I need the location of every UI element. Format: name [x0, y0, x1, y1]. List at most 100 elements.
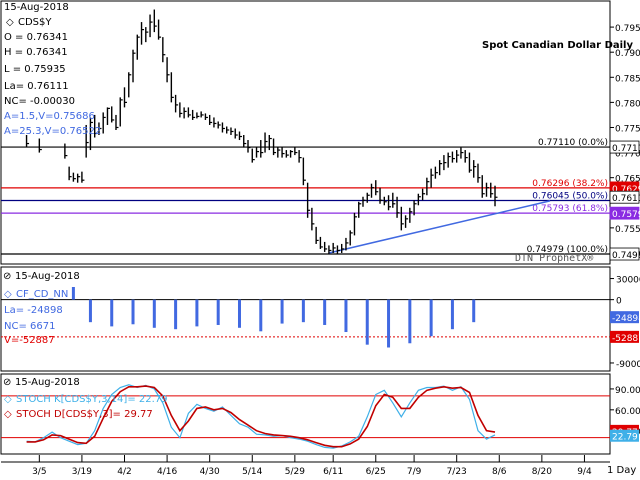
retracement-label: 0.75793 (61.8%): [532, 204, 608, 214]
cot-bar: [365, 299, 369, 345]
stoch-d-label: STOCH D[CDS$Y,3]= 29.77: [16, 409, 153, 420]
stoch-panel-marker-icon: ⊘: [3, 377, 11, 388]
cot-value-badge: [610, 311, 639, 324]
cot-panel-frame: [0, 266, 611, 372]
price-value-badge-label: 0.76111: [612, 194, 640, 204]
x-tick-label: 3/19: [72, 467, 92, 477]
stoch-k-label: STOCH K[CDS$Y,3,14]= 22.79: [16, 394, 168, 405]
x-tick-label: 7/23: [447, 467, 467, 477]
stoch-info-box: ⊘ 15-Aug-2018 ◇ STOCH K[CDS$Y,3,14]= 22.…: [3, 377, 168, 420]
x-tick-label: 8/6: [492, 467, 507, 477]
x-tick-label: 7/9: [407, 467, 422, 477]
cot-bar: [429, 299, 433, 337]
x-tick-label: 6/25: [366, 467, 386, 477]
trendline-b-value: A=25.3,V=0.76522: [4, 126, 101, 137]
cot-bar: [323, 299, 327, 325]
cot-bar: [408, 299, 412, 344]
x-tick-label: 5/14: [242, 467, 262, 477]
price-value-badge: [609, 247, 640, 261]
cot-bar: [195, 299, 199, 327]
price-y-tick-label: 0.79500: [615, 24, 640, 34]
price-value-badge-label: 0.77110: [612, 144, 640, 154]
price-y-tick-label: 0.77000: [615, 150, 640, 160]
price-y-tick-label: 0.78500: [615, 74, 640, 84]
price-y-tick-label: 0.78000: [615, 99, 640, 109]
price-info-box: 15-Aug-2018 ◇ CDS$Y O = 0.76341 H = 0.76…: [4, 2, 101, 137]
price-symbol: CDS$Y: [18, 17, 52, 28]
x-tick-label: 8/20: [532, 467, 552, 477]
x-tick-label: 4/2: [117, 467, 131, 477]
price-panel-frame: [0, 0, 611, 265]
price-date: 15-Aug-2018: [4, 2, 69, 13]
x-tick-label: 3/5: [32, 467, 46, 477]
price-y-tick-label: 0.76500: [615, 175, 640, 185]
cot-bar: [131, 299, 135, 325]
stoch-value-badge: [610, 429, 639, 442]
watermark-label: DTN ProphetX®: [515, 253, 594, 264]
price-chart-title: Spot Canadian Dollar Daily: [482, 40, 633, 51]
price-value-badge: [609, 206, 640, 220]
symbol-marker-icon: ◇: [6, 17, 14, 28]
interval-label: 1 Day: [607, 465, 636, 476]
cot-bar: [216, 299, 220, 325]
trendline-a-value: A=1.5,V=0.75686: [4, 111, 95, 122]
cot-value-badge-label: -52887: [612, 334, 640, 344]
price-value-badge: [609, 190, 640, 204]
cot-info-box: ⊘ 15-Aug-2018 ◇ CF_CD_NN La= -24898 NC= …: [3, 271, 80, 346]
stoch-d-marker-icon: ◇: [4, 409, 12, 420]
stoch-k-marker-icon: ◇: [4, 394, 12, 405]
stoch-d-line: [26, 385, 496, 448]
cot-y-tick-label: -90000: [616, 360, 640, 370]
cot-extra-value: V=-52887: [4, 335, 55, 346]
x-tick-label: 9/4: [577, 467, 592, 477]
cot-last: La= -24898: [4, 305, 63, 316]
cot-net-change: NC= 6671: [4, 321, 55, 332]
retracement-label: 0.76045 (50.0%): [532, 192, 608, 202]
cot-bar: [259, 299, 263, 332]
cot-bar: [450, 299, 454, 330]
x-tick-label: 5/29: [285, 467, 305, 477]
retracement-label: 0.74979 (100.0%): [527, 245, 608, 255]
cot-bar: [301, 299, 305, 323]
cot-panel-marker-icon: ⊘: [3, 271, 11, 282]
cot-bar: [71, 286, 75, 300]
price-value-badge-label: 0.74979: [612, 251, 640, 261]
price-last: La= 0.76111: [4, 81, 69, 92]
retracement-label: 0.76296 (38.2%): [532, 179, 608, 189]
cot-bar: [174, 299, 178, 330]
cot-bar: [344, 299, 348, 333]
cot-y-tick-label: 0: [616, 297, 622, 307]
price-y-tick-label: 0.75500: [615, 225, 640, 235]
stoch-y-tick-label: 90.00: [615, 386, 640, 396]
price-value-badge: [609, 140, 640, 154]
stoch-date: 15-Aug-2018: [15, 377, 80, 388]
price-low: L = 0.75935: [4, 64, 66, 75]
cot-series-marker-icon: ◇: [4, 289, 12, 300]
x-tick-label: 4/16: [157, 467, 177, 477]
cot-date: 15-Aug-2018: [15, 271, 80, 282]
x-tick-label: 4/30: [200, 467, 220, 477]
stoch-k-line: [26, 384, 496, 449]
price-value-badge-label: 0.75793: [612, 210, 640, 220]
price-open: O = 0.76341: [4, 32, 68, 43]
stoch-y-tick-label: 60.00: [615, 407, 640, 417]
cot-bar: [280, 299, 284, 324]
cot-bar: [110, 299, 114, 327]
cot-value-badge-label: -24898: [612, 314, 640, 324]
price-y-tick-label: 0.79000: [615, 49, 640, 59]
retracement-label: 0.77110 (0.0%): [538, 138, 608, 148]
price-value-badge-label: 0.76296: [612, 185, 640, 195]
cot-value-badge: [610, 330, 639, 343]
price-high: H = 0.76341: [4, 47, 68, 58]
cot-bar: [387, 299, 391, 348]
x-tick-label: 6/11: [323, 467, 343, 477]
stoch-value-badge-label: 22.79: [612, 433, 638, 443]
cot-bar: [152, 299, 156, 328]
trendline: [328, 200, 551, 254]
cot-bar: [88, 299, 92, 323]
cot-series-name: CF_CD_NN: [16, 289, 68, 300]
cot-bar: [472, 299, 476, 323]
price-y-tick-label: 0.77500: [615, 124, 640, 134]
